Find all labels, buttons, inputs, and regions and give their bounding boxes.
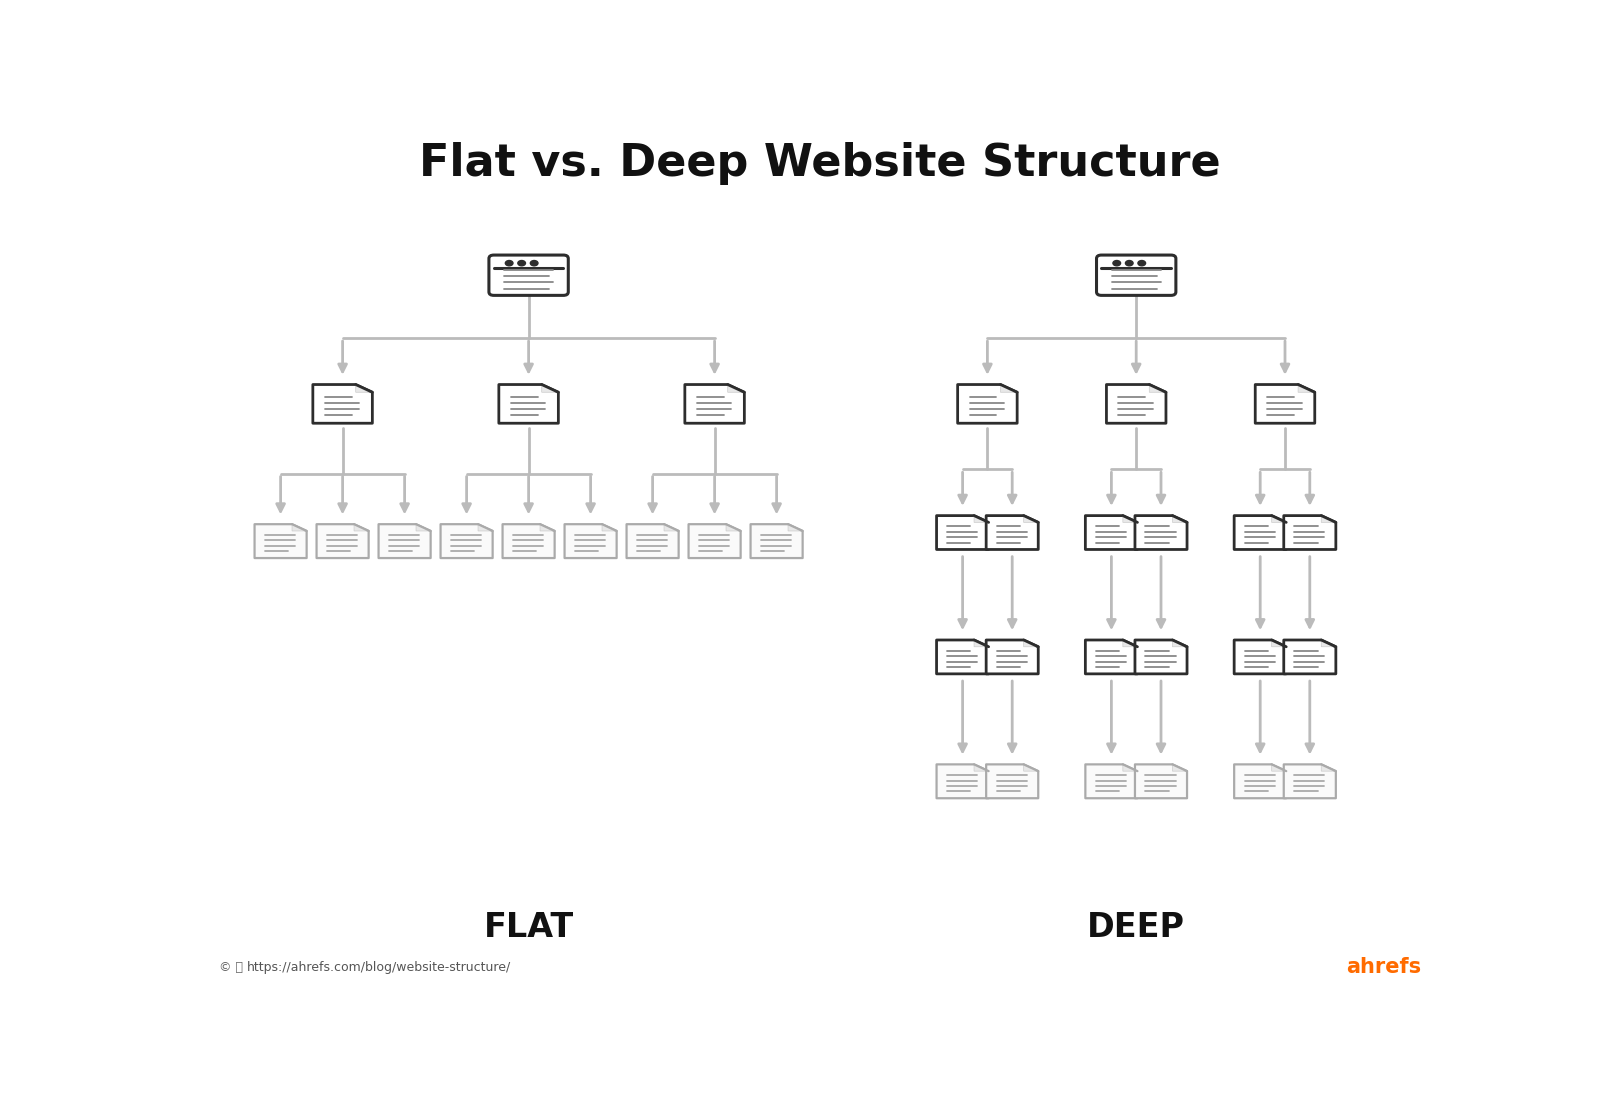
Polygon shape [726,525,741,531]
Polygon shape [440,525,493,558]
Polygon shape [688,525,741,558]
Polygon shape [1149,384,1166,392]
Polygon shape [1234,764,1286,799]
Text: FLAT: FLAT [483,910,574,944]
Polygon shape [314,384,373,423]
Polygon shape [627,525,678,558]
Circle shape [1114,261,1120,266]
Polygon shape [1272,516,1286,522]
Polygon shape [1283,516,1336,549]
Polygon shape [1000,384,1018,392]
Polygon shape [1123,516,1138,522]
Polygon shape [478,525,493,531]
Text: ahrefs: ahrefs [1346,957,1421,977]
Polygon shape [1256,384,1315,423]
Polygon shape [974,764,989,771]
Text: DEEP: DEEP [1088,910,1186,944]
Polygon shape [1024,516,1038,522]
Polygon shape [685,384,744,423]
FancyBboxPatch shape [490,255,568,295]
Polygon shape [1085,764,1138,799]
Polygon shape [416,525,430,531]
Polygon shape [1283,764,1336,799]
Polygon shape [936,516,989,549]
Polygon shape [1322,641,1336,647]
Circle shape [1138,261,1146,266]
Polygon shape [1298,384,1315,392]
Polygon shape [541,525,555,531]
Polygon shape [1322,764,1336,771]
Polygon shape [1134,516,1187,549]
Polygon shape [602,525,616,531]
Polygon shape [1173,516,1187,522]
Polygon shape [1322,516,1336,522]
Polygon shape [1272,764,1286,771]
Polygon shape [565,525,616,558]
Polygon shape [1123,764,1138,771]
Polygon shape [986,764,1038,799]
Circle shape [530,261,538,266]
Polygon shape [502,525,555,558]
Text: https://ahrefs.com/blog/website-structure/: https://ahrefs.com/blog/website-structur… [246,961,512,974]
Text: © ⓘ: © ⓘ [219,961,243,974]
Polygon shape [750,525,803,558]
Polygon shape [1283,641,1336,674]
Polygon shape [379,525,430,558]
Polygon shape [254,525,307,558]
Polygon shape [1134,641,1187,674]
Polygon shape [354,525,368,531]
Polygon shape [355,384,373,392]
Polygon shape [499,384,558,423]
Polygon shape [1234,641,1286,674]
Text: Flat vs. Deep Website Structure: Flat vs. Deep Website Structure [419,143,1221,185]
Polygon shape [1107,384,1166,423]
Polygon shape [1085,641,1138,674]
Polygon shape [958,384,1018,423]
Polygon shape [1173,764,1187,771]
Polygon shape [986,641,1038,674]
Polygon shape [542,384,558,392]
Circle shape [518,261,525,266]
Polygon shape [986,516,1038,549]
Polygon shape [936,641,989,674]
Polygon shape [1085,516,1138,549]
Polygon shape [1173,641,1187,647]
Polygon shape [664,525,678,531]
Polygon shape [1024,641,1038,647]
Polygon shape [974,516,989,522]
Circle shape [506,261,514,266]
FancyBboxPatch shape [1096,255,1176,295]
Circle shape [1125,261,1133,266]
Polygon shape [1024,764,1038,771]
Polygon shape [789,525,803,531]
Polygon shape [1234,516,1286,549]
Polygon shape [1134,764,1187,799]
Polygon shape [936,764,989,799]
Polygon shape [317,525,368,558]
Polygon shape [728,384,744,392]
Polygon shape [293,525,307,531]
Polygon shape [1123,641,1138,647]
Polygon shape [1272,641,1286,647]
Polygon shape [974,641,989,647]
